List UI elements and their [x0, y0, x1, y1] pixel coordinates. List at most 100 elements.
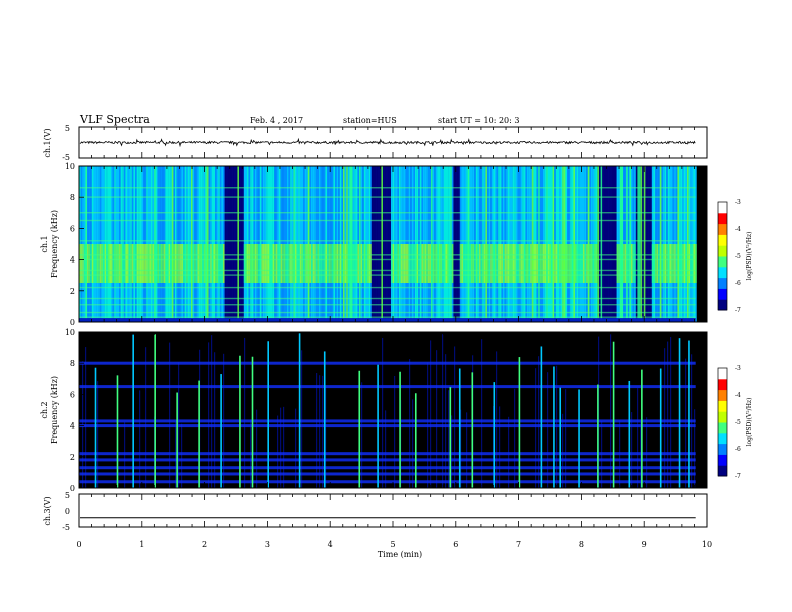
- spectrogram-band-cell: [143, 244, 145, 283]
- time-axis-label: Time (min): [378, 550, 422, 559]
- ch1-spectrogram-panel: 0 2 4 6 8 10 ch.1 Frequency (kHz) -3 -4 -5 -6 -7 l…: [40, 162, 753, 327]
- spectrogram-band-cell: [99, 244, 102, 283]
- spectrogram-band-cell: [688, 244, 691, 283]
- time-tick-label: 10: [702, 540, 712, 549]
- spectrogram-band-cell: [159, 244, 161, 283]
- colorbar-tick-label: -6: [735, 280, 741, 287]
- spectrogram-band-cell: [147, 244, 150, 283]
- spectrogram-column: [235, 166, 238, 322]
- spectrogram-band-cell: [634, 244, 636, 283]
- spectrogram-band-cell: [631, 244, 633, 283]
- spectrogram-faint-column: [295, 408, 297, 488]
- spectrogram-column: [242, 166, 244, 322]
- spectrogram-band-cell: [98, 244, 100, 283]
- spectrogram-burst: [643, 166, 646, 322]
- frequency-tick-label: 8: [70, 359, 75, 368]
- spectrogram-faint-column: [499, 406, 501, 488]
- spectrogram-band-cell: [96, 244, 99, 283]
- spectrogram-faint-column: [139, 390, 141, 488]
- spectrogram-faint-column: [283, 406, 285, 488]
- spectrogram-band-cell: [655, 244, 657, 283]
- colorbar-segment: [718, 389, 727, 401]
- spectrogram-column: [386, 166, 388, 322]
- spectrogram-band-cell: [202, 244, 204, 283]
- spectrogram-band-cell: [186, 244, 188, 283]
- spectrogram-band-cell: [192, 244, 195, 283]
- spectrogram-band-cell: [440, 244, 443, 283]
- spectrogram-spike: [471, 372, 474, 488]
- spectrogram-band-cell: [248, 244, 251, 283]
- spectrogram-band-cell: [115, 244, 118, 283]
- spectrogram-column: [376, 166, 379, 322]
- spectrogram-faint-column: [460, 409, 462, 488]
- spectrogram-band-line: [79, 254, 696, 256]
- spectrogram-burst: [154, 166, 156, 322]
- spectrogram-band-cell: [509, 244, 512, 283]
- colorbar-tick-label: -4: [735, 226, 741, 233]
- spectrogram-band-cell: [576, 244, 579, 283]
- spectrogram-band-cell: [338, 244, 340, 283]
- spectrogram-band-cell: [218, 244, 220, 283]
- spectrogram-band-cell: [520, 244, 523, 283]
- time-tick-label: 9: [642, 540, 647, 549]
- spectrogram-column: [384, 166, 387, 322]
- frequency-tick-label: 2: [70, 453, 75, 462]
- spectrogram-band-line: [79, 419, 696, 423]
- spectrogram-faint-column: [514, 388, 516, 488]
- colorbar-frame: [717, 367, 728, 477]
- spectrogram-band-cell: [106, 244, 108, 283]
- spectrogram-band-cell: [557, 244, 560, 283]
- ch1-spectrogram-plot: [79, 166, 707, 322]
- spectrogram-band-cell: [416, 244, 419, 283]
- spectrogram-band-cell: [215, 244, 217, 283]
- spectrogram-burst: [467, 166, 470, 322]
- spectrogram-column: [389, 166, 392, 322]
- spectrogram-band-cell: [130, 244, 132, 283]
- spectrogram-band-cell: [595, 244, 598, 283]
- spectrogram-band-cell: [399, 244, 401, 283]
- spectrogram-band-cell: [197, 244, 200, 283]
- spectrogram-faint-column: [466, 412, 468, 488]
- spectrogram-spike: [659, 368, 662, 488]
- spectrogram-band-cell: [496, 244, 499, 283]
- frequency-tick-label: 10: [65, 328, 75, 337]
- spectrogram-band-cell: [514, 244, 516, 283]
- spectrogram-band-cell: [656, 244, 659, 283]
- spectrogram-column: [610, 166, 612, 322]
- spectrogram-band-cell: [695, 244, 697, 283]
- spectrogram-band-cell: [391, 244, 393, 283]
- spectrogram-band-cell: [691, 244, 694, 283]
- spectrogram-band-line: [79, 472, 696, 476]
- spectrogram-band-cell: [623, 244, 625, 283]
- colorbar-tick-label: -4: [735, 392, 741, 399]
- spectrogram-spike: [399, 371, 401, 488]
- spectrogram-band-cell: [315, 244, 318, 283]
- colorbar-segment: [718, 454, 727, 466]
- spectrogram-band-cell: [360, 244, 363, 283]
- ch3-waveform-panel: 5 0 -5 ch.3(V): [43, 491, 708, 532]
- spectrogram-burst: [531, 166, 534, 322]
- frequency-tick-label: 2: [70, 287, 75, 296]
- spectrogram-band-cell: [464, 244, 467, 283]
- spectrogram-band-cell: [490, 244, 492, 283]
- spectrogram-band-cell: [403, 244, 406, 283]
- spectrogram-spike: [688, 340, 690, 488]
- spectrogram-band-cell: [479, 244, 481, 283]
- spectrogram-faint-column: [316, 373, 318, 488]
- spectrogram-band-cell: [155, 244, 158, 283]
- spectrogram-band-cell: [251, 244, 254, 283]
- spectrogram-column: [603, 166, 606, 322]
- spectrogram-band-cell: [114, 244, 116, 283]
- spectrogram-faint-column: [430, 340, 432, 488]
- spectrogram-band-cell: [274, 244, 276, 283]
- spectrogram-burst: [546, 166, 548, 322]
- spectrogram-band-cell: [146, 244, 148, 283]
- spectrogram-band-cell: [291, 244, 294, 283]
- spectrogram-band-cell: [275, 244, 278, 283]
- spectrogram-band-cell: [123, 244, 126, 283]
- colorbar-segment: [718, 288, 727, 300]
- colorbar-segment: [718, 245, 727, 257]
- spectrogram-faint-column: [322, 375, 324, 488]
- ch2-colorbar: -3 -4 -5 -6 -7 log(PSD)(V²/Hz): [717, 365, 753, 480]
- time-tick-label: 6: [453, 540, 458, 549]
